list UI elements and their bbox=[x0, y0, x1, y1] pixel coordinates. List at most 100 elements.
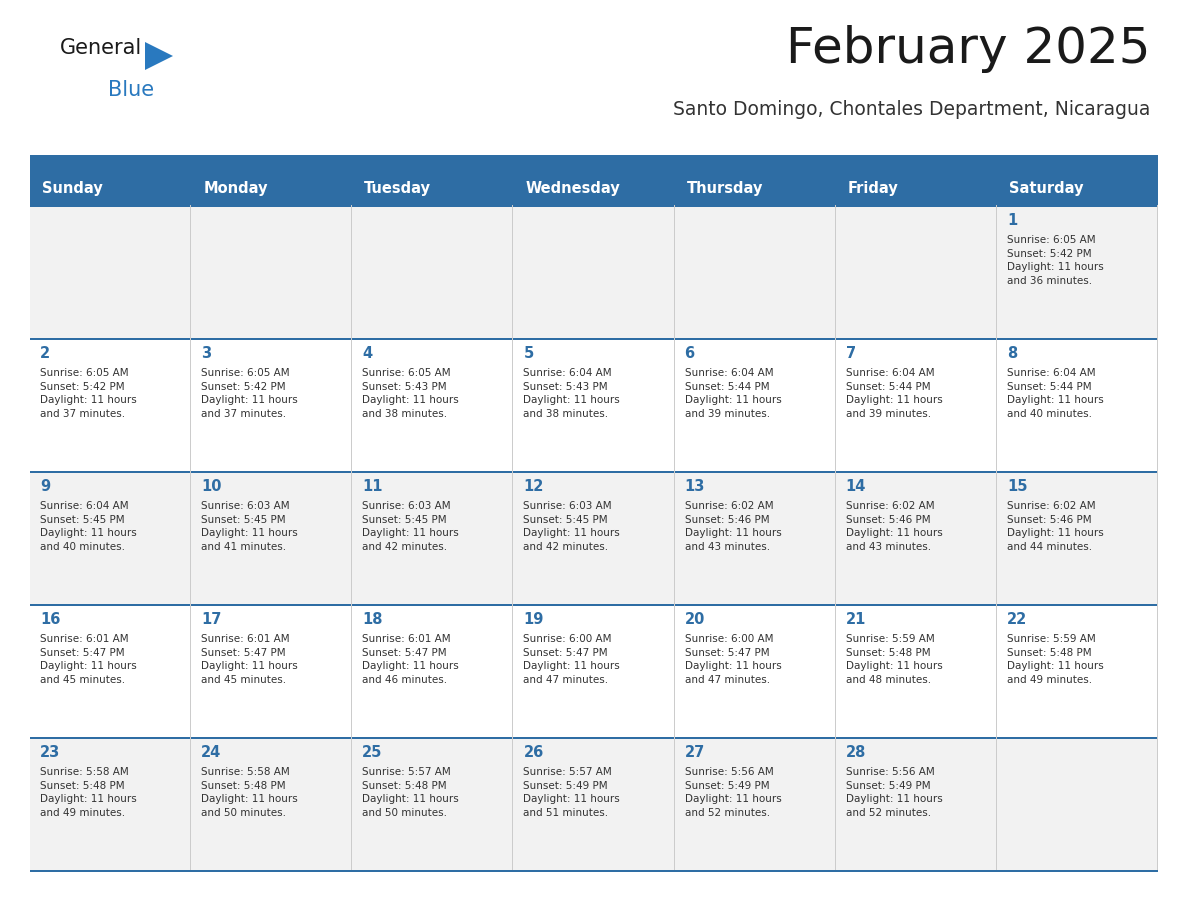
Text: Tuesday: Tuesday bbox=[365, 181, 431, 196]
Text: 12: 12 bbox=[524, 479, 544, 494]
Text: 13: 13 bbox=[684, 479, 704, 494]
Bar bbox=[997, 737, 1158, 870]
Text: Sunrise: 6:05 AM
Sunset: 5:42 PM
Daylight: 11 hours
and 37 minutes.: Sunrise: 6:05 AM Sunset: 5:42 PM Dayligh… bbox=[40, 368, 137, 419]
Bar bbox=[191, 604, 353, 737]
Bar bbox=[835, 338, 997, 471]
Text: 14: 14 bbox=[846, 479, 866, 494]
Bar bbox=[513, 604, 675, 737]
Bar bbox=[191, 604, 353, 606]
Text: 15: 15 bbox=[1007, 479, 1028, 494]
Bar bbox=[353, 737, 513, 870]
Text: Monday: Monday bbox=[203, 181, 267, 196]
Text: 5: 5 bbox=[524, 346, 533, 361]
Text: Santo Domingo, Chontales Department, Nicaragua: Santo Domingo, Chontales Department, Nic… bbox=[672, 100, 1150, 119]
Bar bbox=[675, 338, 835, 471]
Bar bbox=[835, 205, 997, 338]
Text: 28: 28 bbox=[846, 745, 866, 760]
Bar bbox=[353, 338, 513, 340]
Bar bbox=[835, 338, 997, 340]
Text: Sunrise: 5:56 AM
Sunset: 5:49 PM
Daylight: 11 hours
and 52 minutes.: Sunrise: 5:56 AM Sunset: 5:49 PM Dayligh… bbox=[684, 767, 782, 818]
Text: Sunrise: 5:58 AM
Sunset: 5:48 PM
Daylight: 11 hours
and 49 minutes.: Sunrise: 5:58 AM Sunset: 5:48 PM Dayligh… bbox=[40, 767, 137, 818]
Bar bbox=[997, 471, 1158, 473]
Text: 17: 17 bbox=[201, 612, 221, 627]
Text: Sunrise: 6:05 AM
Sunset: 5:43 PM
Daylight: 11 hours
and 38 minutes.: Sunrise: 6:05 AM Sunset: 5:43 PM Dayligh… bbox=[362, 368, 459, 419]
Text: Blue: Blue bbox=[108, 80, 154, 100]
Text: Sunrise: 6:04 AM
Sunset: 5:44 PM
Daylight: 11 hours
and 40 minutes.: Sunrise: 6:04 AM Sunset: 5:44 PM Dayligh… bbox=[1007, 368, 1104, 419]
Bar bbox=[353, 205, 513, 338]
Bar bbox=[997, 338, 1158, 471]
Bar bbox=[513, 471, 675, 473]
Bar bbox=[191, 471, 353, 604]
Bar bbox=[30, 162, 1158, 205]
Text: 4: 4 bbox=[362, 346, 372, 361]
Bar bbox=[30, 604, 191, 737]
Bar bbox=[30, 737, 191, 870]
Bar bbox=[353, 604, 513, 737]
Text: Sunrise: 5:58 AM
Sunset: 5:48 PM
Daylight: 11 hours
and 50 minutes.: Sunrise: 5:58 AM Sunset: 5:48 PM Dayligh… bbox=[201, 767, 298, 818]
Bar bbox=[30, 205, 191, 207]
Text: 16: 16 bbox=[40, 612, 61, 627]
Text: Sunrise: 6:00 AM
Sunset: 5:47 PM
Daylight: 11 hours
and 47 minutes.: Sunrise: 6:00 AM Sunset: 5:47 PM Dayligh… bbox=[684, 634, 782, 685]
Text: Sunrise: 5:56 AM
Sunset: 5:49 PM
Daylight: 11 hours
and 52 minutes.: Sunrise: 5:56 AM Sunset: 5:49 PM Dayligh… bbox=[846, 767, 942, 818]
Bar bbox=[30, 338, 191, 340]
Bar bbox=[191, 205, 353, 207]
Bar bbox=[191, 471, 353, 473]
Text: 8: 8 bbox=[1007, 346, 1017, 361]
Text: 27: 27 bbox=[684, 745, 704, 760]
Text: 19: 19 bbox=[524, 612, 544, 627]
Bar bbox=[835, 737, 997, 870]
Text: Sunrise: 5:59 AM
Sunset: 5:48 PM
Daylight: 11 hours
and 49 minutes.: Sunrise: 5:59 AM Sunset: 5:48 PM Dayligh… bbox=[1007, 634, 1104, 685]
Bar bbox=[513, 737, 675, 870]
Bar bbox=[997, 604, 1158, 737]
Text: Sunrise: 6:03 AM
Sunset: 5:45 PM
Daylight: 11 hours
and 42 minutes.: Sunrise: 6:03 AM Sunset: 5:45 PM Dayligh… bbox=[524, 501, 620, 552]
Text: February 2025: February 2025 bbox=[785, 25, 1150, 73]
Bar bbox=[30, 338, 191, 471]
Bar bbox=[997, 737, 1158, 739]
Bar bbox=[675, 737, 835, 739]
Text: 9: 9 bbox=[40, 479, 50, 494]
Bar bbox=[997, 338, 1158, 340]
Text: Friday: Friday bbox=[848, 181, 898, 196]
Text: 23: 23 bbox=[40, 745, 61, 760]
Text: 20: 20 bbox=[684, 612, 704, 627]
Text: 6: 6 bbox=[684, 346, 695, 361]
Text: 11: 11 bbox=[362, 479, 383, 494]
Bar bbox=[353, 338, 513, 471]
Bar bbox=[675, 737, 835, 870]
Text: Wednesday: Wednesday bbox=[525, 181, 620, 196]
Bar bbox=[191, 737, 353, 870]
Text: 25: 25 bbox=[362, 745, 383, 760]
Bar bbox=[191, 338, 353, 340]
Bar bbox=[191, 338, 353, 471]
Text: 18: 18 bbox=[362, 612, 383, 627]
Bar bbox=[997, 471, 1158, 604]
Text: 22: 22 bbox=[1007, 612, 1028, 627]
Text: Sunrise: 6:03 AM
Sunset: 5:45 PM
Daylight: 11 hours
and 42 minutes.: Sunrise: 6:03 AM Sunset: 5:45 PM Dayligh… bbox=[362, 501, 459, 552]
Text: Sunrise: 6:04 AM
Sunset: 5:44 PM
Daylight: 11 hours
and 39 minutes.: Sunrise: 6:04 AM Sunset: 5:44 PM Dayligh… bbox=[684, 368, 782, 419]
Bar bbox=[513, 604, 675, 606]
Bar bbox=[675, 205, 835, 207]
Text: 26: 26 bbox=[524, 745, 544, 760]
Bar bbox=[30, 737, 191, 739]
Text: Sunrise: 6:05 AM
Sunset: 5:42 PM
Daylight: 11 hours
and 36 minutes.: Sunrise: 6:05 AM Sunset: 5:42 PM Dayligh… bbox=[1007, 235, 1104, 285]
Text: Saturday: Saturday bbox=[1009, 181, 1083, 196]
Text: Sunrise: 6:02 AM
Sunset: 5:46 PM
Daylight: 11 hours
and 44 minutes.: Sunrise: 6:02 AM Sunset: 5:46 PM Dayligh… bbox=[1007, 501, 1104, 552]
Bar bbox=[835, 604, 997, 737]
Bar bbox=[353, 471, 513, 604]
Text: Sunrise: 5:57 AM
Sunset: 5:48 PM
Daylight: 11 hours
and 50 minutes.: Sunrise: 5:57 AM Sunset: 5:48 PM Dayligh… bbox=[362, 767, 459, 818]
Text: 10: 10 bbox=[201, 479, 222, 494]
Bar bbox=[997, 604, 1158, 606]
Bar bbox=[835, 471, 997, 604]
Text: General: General bbox=[61, 38, 143, 58]
Bar bbox=[30, 205, 191, 338]
Bar bbox=[513, 471, 675, 604]
Bar bbox=[997, 205, 1158, 207]
Text: Sunrise: 5:57 AM
Sunset: 5:49 PM
Daylight: 11 hours
and 51 minutes.: Sunrise: 5:57 AM Sunset: 5:49 PM Dayligh… bbox=[524, 767, 620, 818]
Bar bbox=[513, 205, 675, 207]
Text: 2: 2 bbox=[40, 346, 50, 361]
Bar bbox=[191, 205, 353, 338]
Bar bbox=[30, 471, 191, 473]
Polygon shape bbox=[145, 42, 173, 70]
Bar bbox=[513, 338, 675, 471]
Bar bbox=[675, 205, 835, 338]
